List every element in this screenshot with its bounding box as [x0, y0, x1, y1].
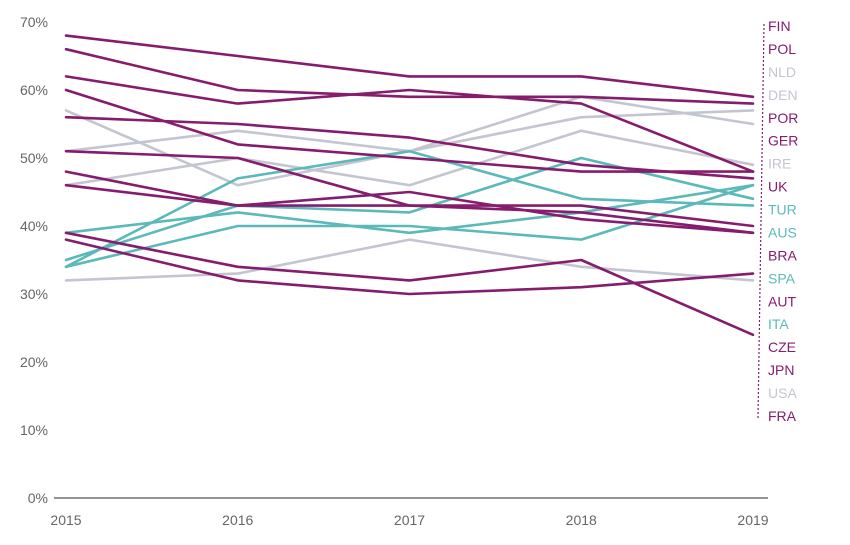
series-label-aus: AUS — [768, 224, 797, 240]
y-tick-label: 50% — [20, 150, 48, 166]
series-label-usa: USA — [768, 385, 797, 401]
series-line-jpn — [64, 231, 755, 337]
x-tick-label: 2016 — [222, 512, 253, 528]
series-line-spa — [64, 183, 755, 235]
y-tick-label: 0% — [28, 490, 48, 506]
label-connector-line — [757, 23, 765, 419]
series-line-cze — [64, 170, 755, 235]
y-tick-label: 10% — [20, 422, 48, 438]
series-label-fra: FRA — [768, 408, 797, 424]
x-tick-label: 2017 — [394, 512, 425, 528]
series-line-ire — [64, 129, 755, 187]
series-line-aus — [64, 156, 755, 262]
series-label-aut: AUT — [768, 293, 796, 309]
series-label-nld: NLD — [768, 64, 796, 80]
series-label-jpn: JPN — [768, 362, 794, 378]
series-line-uk — [64, 115, 755, 180]
label-connectors — [757, 23, 765, 419]
series-line-fra — [64, 238, 755, 296]
y-tick-label: 60% — [20, 82, 48, 98]
series-line-ger — [64, 88, 755, 173]
y-tick-label: 20% — [20, 354, 48, 370]
series-label-ger: GER — [768, 133, 798, 149]
x-tick-label: 2015 — [50, 512, 81, 528]
series-label-ita: ITA — [768, 316, 789, 332]
country-labels: FIN POL NLD DEN POR GER IRE UK TUR AUS BRA SPA AUT IT… — [768, 18, 798, 424]
axes: 0% 10% 20% 30% 40% 50% 60% 70% 2015 2016 2017 2018 2… — [20, 14, 769, 528]
series-line-tur — [64, 149, 755, 269]
series-label-por: POR — [768, 110, 798, 126]
series-label-pol: POL — [768, 41, 796, 57]
series-line-usa — [64, 238, 755, 282]
series-label-den: DEN — [768, 87, 798, 103]
series-label-bra: BRA — [768, 247, 797, 263]
series-line-ita — [64, 183, 755, 269]
series-label-fin: FIN — [768, 18, 791, 34]
series-line-fin — [64, 34, 755, 99]
series-label-cze: CZE — [768, 339, 796, 355]
x-tick-label: 2019 — [737, 512, 768, 528]
series-label-spa: SPA — [768, 270, 796, 286]
y-tick-label: 30% — [20, 286, 48, 302]
x-tick-label: 2018 — [566, 512, 597, 528]
series-label-uk: UK — [768, 179, 788, 195]
series-line-aut — [64, 183, 755, 235]
y-tick-label: 70% — [20, 14, 48, 30]
series-lines — [64, 34, 755, 337]
series-line-pol — [64, 47, 755, 105]
series-label-ire: IRE — [768, 156, 791, 172]
y-tick-label: 40% — [20, 218, 48, 234]
series-line-por — [64, 75, 755, 173]
series-label-tur: TUR — [768, 202, 797, 218]
